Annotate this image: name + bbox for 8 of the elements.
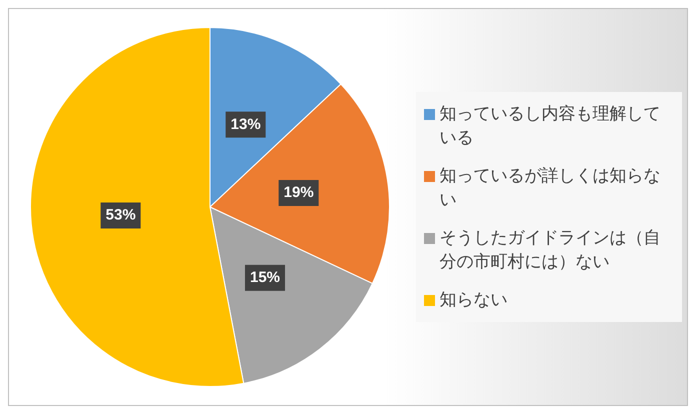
data-label: 19% bbox=[283, 184, 314, 202]
data-label: 53% bbox=[105, 206, 136, 224]
legend-label: 知らない bbox=[440, 289, 508, 312]
legend-label: 知っているが詳しくは知らない bbox=[440, 165, 662, 212]
data-label: 15% bbox=[249, 269, 280, 286]
legend-label: そうしたガイドラインは（自分の市町村には）ない bbox=[440, 227, 662, 274]
legend-label: 知っているし内容も理解している bbox=[440, 103, 662, 150]
data-label: 13% bbox=[230, 116, 260, 133]
